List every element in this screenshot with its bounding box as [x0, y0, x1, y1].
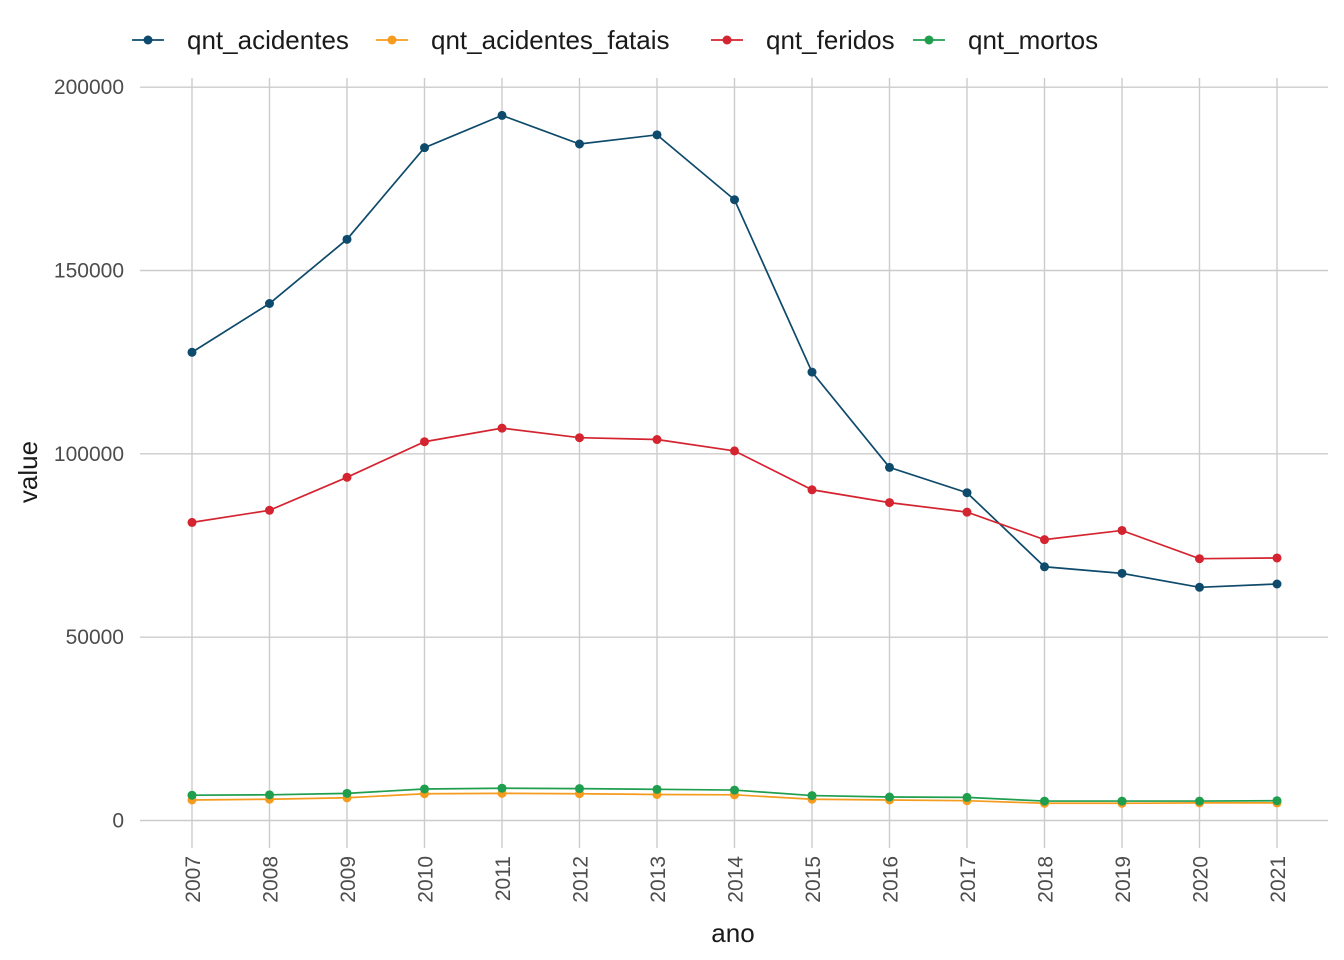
legend-item-qnt-feridos: qnt_feridos [711, 25, 895, 55]
x-tick-label: 2020 [1190, 856, 1213, 903]
data-point-qnt-acidentes [575, 139, 584, 149]
x-tick-label: 2010 [415, 856, 438, 903]
data-point-qnt-acidentes [652, 130, 662, 140]
legend-label: qnt_acidentes_fatais [431, 25, 670, 55]
data-point-qnt-mortos [342, 788, 352, 798]
data-point-qnt-mortos [1272, 796, 1282, 806]
legend-item-qnt-mortos: qnt_mortos [913, 25, 1098, 55]
legend-label: qnt_acidentes [187, 25, 349, 55]
x-tick-label: 2018 [1035, 856, 1058, 903]
legend-key-point [143, 35, 153, 45]
x-tick-label: 2014 [725, 856, 748, 903]
data-point-qnt-acidentes [730, 195, 739, 205]
data-point-qnt-feridos [187, 517, 197, 527]
data-point-qnt-feridos [265, 505, 274, 515]
legend-item-qnt-acidentes-fatais: qnt_acidentes_fatais [376, 25, 670, 55]
legend-key-point [722, 35, 732, 45]
x-axis-title: ano [711, 918, 754, 948]
y-tick-label: 50000 [66, 626, 124, 649]
data-point-qnt-feridos [652, 435, 662, 445]
data-point-qnt-mortos [730, 785, 739, 795]
data-point-qnt-mortos [885, 792, 894, 802]
data-point-qnt-acidentes [962, 488, 972, 498]
x-tick-label: 2013 [647, 856, 670, 903]
data-point-qnt-feridos [807, 485, 817, 495]
x-tick-label: 2009 [337, 856, 360, 903]
y-axis-ticks: 0 50000 100000 150000 200000 [54, 76, 124, 832]
data-point-qnt-acidentes [1117, 568, 1127, 578]
data-point-qnt-feridos [420, 437, 429, 447]
legend-label: qnt_feridos [766, 25, 895, 55]
x-axis-ticks: 2007 2008 2009 2010 2011 2012 2013 2014 2015 2016… [182, 856, 1290, 903]
data-point-qnt-mortos [187, 790, 197, 800]
data-point-qnt-acidentes [1272, 579, 1282, 589]
y-tick-label: 0 [112, 810, 124, 833]
data-point-qnt-mortos [962, 792, 972, 802]
x-tick-label: 2008 [260, 856, 283, 903]
gridlines [140, 78, 1328, 848]
data-point-qnt-mortos [1040, 796, 1049, 806]
series-qnt-feridos [187, 423, 1282, 564]
data-point-qnt-mortos [497, 783, 507, 793]
data-point-qnt-acidentes [497, 110, 507, 120]
data-point-qnt-acidentes [807, 367, 817, 377]
data-point-qnt-mortos [575, 784, 584, 794]
y-axis-title: value [13, 441, 43, 503]
x-tick-label: 2016 [880, 856, 903, 903]
y-tick-label: 100000 [54, 443, 124, 466]
data-point-qnt-feridos [1040, 535, 1049, 545]
data-point-qnt-acidentes [1040, 562, 1049, 572]
data-point-qnt-acidentes [420, 143, 429, 153]
series-qnt-mortos [187, 783, 1282, 806]
data-point-qnt-feridos [885, 498, 894, 508]
data-point-qnt-mortos [1195, 796, 1204, 806]
legend-key-point [924, 35, 934, 45]
legend-label: qnt_mortos [968, 25, 1098, 55]
y-tick-label: 150000 [54, 260, 124, 283]
data-point-qnt-feridos [575, 433, 584, 443]
data-point-qnt-acidentes [342, 234, 352, 244]
data-point-qnt-mortos [652, 784, 662, 794]
x-tick-label: 2015 [802, 856, 825, 903]
x-tick-label: 2007 [182, 856, 205, 903]
series-qnt-acidentes [187, 110, 1282, 592]
data-point-qnt-feridos [1195, 554, 1204, 564]
legend-item-qnt-acidentes: qnt_acidentes [132, 25, 349, 55]
data-point-qnt-feridos [1117, 525, 1127, 535]
x-tick-label: 2019 [1112, 856, 1135, 903]
data-point-qnt-feridos [1272, 553, 1282, 563]
legend-key-point [387, 35, 397, 45]
data-point-qnt-acidentes [265, 299, 274, 308]
data-point-qnt-feridos [730, 446, 739, 456]
data-point-qnt-acidentes [1195, 582, 1204, 592]
data-point-qnt-feridos [962, 507, 972, 517]
series-lines [187, 110, 1282, 808]
data-point-qnt-acidentes [187, 347, 197, 357]
x-tick-label: 2012 [570, 856, 593, 903]
data-point-qnt-mortos [807, 791, 817, 801]
data-point-qnt-mortos [420, 784, 429, 794]
x-tick-label: 2011 [492, 856, 515, 901]
y-tick-label: 200000 [54, 76, 124, 99]
data-point-qnt-feridos [342, 472, 352, 482]
data-point-qnt-feridos [497, 423, 507, 433]
legend: qnt_acidentes qnt_acidentes_fatais qnt_fer… [132, 25, 1098, 55]
data-point-qnt-mortos [1117, 796, 1127, 806]
data-point-qnt-acidentes [885, 462, 894, 472]
x-tick-label: 2021 [1267, 856, 1290, 903]
data-point-qnt-mortos [265, 790, 274, 800]
x-tick-label: 2017 [957, 856, 980, 903]
